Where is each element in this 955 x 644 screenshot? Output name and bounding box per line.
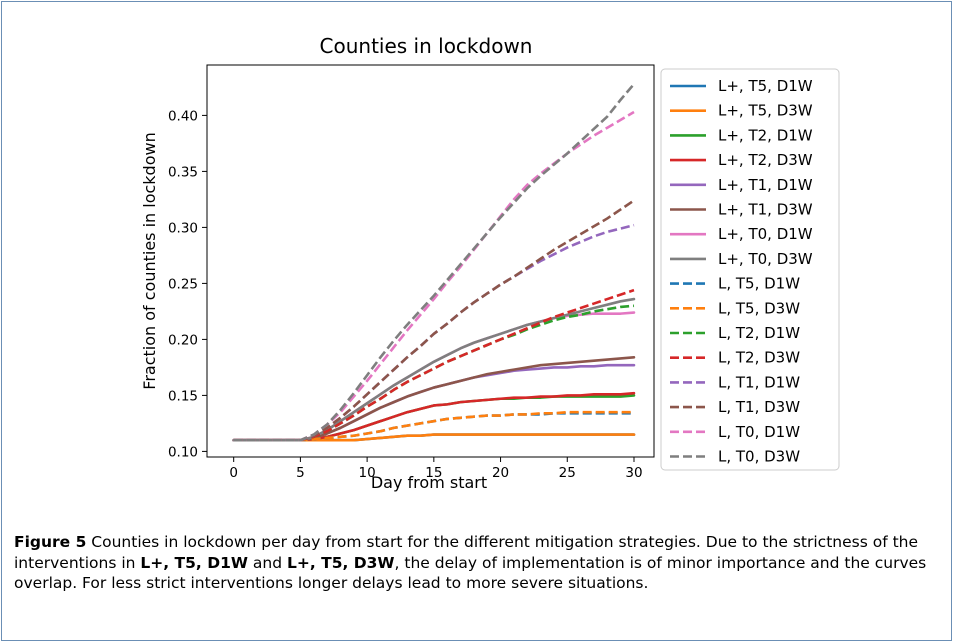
legend-label-14: L, T0, D1W [718, 423, 800, 441]
legend-label-12: L, T1, D1W [718, 373, 800, 391]
lockdown-line-chart: Counties in lockdown 0 5 10 15 20 25 30 0.100.… [140, 34, 840, 492]
series-line-3 [232, 391, 636, 442]
legend-label-15: L, T0, D3W [718, 448, 800, 466]
caption-text-3: , the delay of implementation is of mino… [14, 553, 927, 593]
x-tick-label: 10 [359, 465, 376, 481]
x-tick-label: 5 [296, 465, 305, 481]
legend-label-8: L, T5, D1W [718, 275, 800, 293]
series-line-4 [232, 363, 636, 442]
x-axis-ticks: 0 5 10 15 20 25 30 [229, 457, 643, 481]
chart-title: Counties in lockdown [320, 34, 533, 58]
legend-label-3: L+, T2, D3W [718, 151, 813, 169]
legend-label-13: L, T1, D3W [718, 398, 800, 416]
caption-text-2: and [247, 553, 287, 572]
caption-bold-2: L+, T5, D3W [286, 553, 395, 572]
caption-bold-1: L+, T5, D1W [140, 553, 248, 572]
y-tick-label: 0.30 [168, 220, 198, 236]
series-line-1 [232, 433, 636, 442]
legend-label-2: L+, T2, D1W [718, 126, 813, 144]
series-line-14 [233, 110, 635, 442]
legend-label-1: L+, T5, D3W [718, 102, 813, 120]
x-tick-label: 20 [492, 465, 509, 481]
y-axis-ticks: 0.10 0.15 0.20 0.25 0.30 0.35 0.40 [168, 108, 207, 460]
x-tick-label: 15 [425, 465, 442, 481]
figure-caption: Figure 5 Counties in lockdown per day fr… [14, 532, 944, 594]
x-axis-label: Day from start [371, 473, 487, 492]
caption-text-1: Counties in lockdown per day from start … [14, 533, 919, 572]
y-tick-label: 0.35 [168, 164, 198, 180]
plot-lines [232, 83, 636, 442]
legend-label-4: L+, T1, D1W [718, 176, 813, 194]
series-line-9 [233, 410, 634, 442]
series-line-11 [233, 288, 635, 442]
series-line-7 [232, 297, 636, 442]
legend-label-6: L+, T0, D1W [718, 225, 813, 243]
series-line-8 [233, 412, 634, 442]
y-axis-label: Fraction of counties in lockdown [140, 132, 159, 389]
legend-label-11: L, T2, D3W [718, 349, 800, 367]
y-tick-label: 0.15 [168, 388, 198, 404]
legend: L+, T5, D1W L+, T5, D3W L+, T2, D1W L+, T2,… [670, 77, 813, 466]
legend-label-9: L, T5, D3W [718, 299, 800, 317]
legend-label-0: L+, T5, D1W [718, 77, 813, 95]
y-tick-label: 0.10 [168, 444, 198, 460]
series-line-15 [233, 83, 635, 442]
series-line-13 [233, 199, 635, 442]
legend-box [660, 68, 840, 471]
x-tick-label: 30 [625, 465, 642, 481]
axes-frame [206, 64, 655, 458]
y-tick-label: 0.20 [168, 332, 198, 348]
legend-label-10: L, T2, D1W [718, 324, 800, 342]
caption-label: Figure 5 [14, 533, 87, 551]
y-tick-label: 0.40 [168, 108, 198, 124]
legend-label-5: L+, T1, D3W [718, 201, 813, 219]
x-tick-label: 25 [559, 465, 576, 481]
y-tick-label: 0.25 [168, 276, 198, 292]
legend-label-7: L+, T0, D3W [718, 250, 813, 268]
x-tick-label: 0 [229, 465, 238, 481]
series-line-5 [232, 356, 636, 442]
